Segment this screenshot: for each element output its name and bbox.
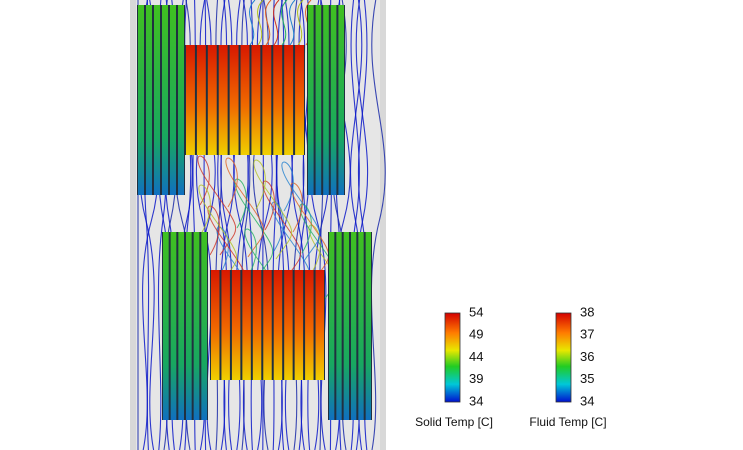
streamline: [197, 155, 237, 256]
fin: [240, 45, 250, 155]
fin: [308, 5, 314, 195]
fin: [242, 270, 251, 380]
streamline: [249, 0, 256, 46]
fin: [196, 45, 206, 155]
streamline: [281, 161, 321, 262]
colorbar: [555, 312, 572, 403]
fin: [330, 5, 337, 195]
legend-tick: 37: [580, 327, 594, 342]
fin: [323, 5, 329, 195]
legend-fluid: 38 37 36 35 34 Fluid Temp [C]: [529, 304, 606, 429]
legend-solid: 54 49 44 39 34 Solid Temp [C]: [415, 304, 493, 429]
legend-tick: 54: [469, 304, 483, 319]
fin: [221, 270, 230, 380]
fin-base: [328, 232, 372, 420]
fin: [284, 270, 293, 380]
streamline: [289, 0, 296, 46]
streamline: [234, 178, 274, 279]
fin: [252, 270, 262, 380]
fin: [154, 5, 160, 195]
fin: [201, 232, 207, 420]
streamline: [198, 184, 238, 285]
fin: [315, 270, 324, 380]
streamline: [370, 0, 386, 450]
fin: [170, 232, 177, 420]
fin: [329, 232, 335, 420]
streamline: [290, 182, 330, 283]
fin: [273, 45, 283, 155]
fin: [186, 45, 195, 155]
fin: [138, 5, 144, 195]
heat-sinks: [137, 5, 372, 420]
streamline: [265, 0, 272, 46]
legend-tick: 36: [580, 349, 594, 364]
fin: [294, 270, 304, 380]
fin: [315, 5, 322, 195]
fin: [229, 45, 239, 155]
legend-title: Fluid Temp [C]: [529, 415, 606, 429]
fin: [193, 232, 200, 420]
fin: [284, 45, 294, 155]
fin: [211, 270, 220, 380]
legend-tick: 34: [469, 393, 483, 408]
legend-tick: 38: [580, 304, 594, 319]
fin: [251, 45, 261, 155]
fin: [365, 232, 371, 420]
fin-base: [162, 232, 208, 420]
legend-tick: 35: [580, 371, 594, 386]
fin: [273, 270, 283, 380]
fin: [162, 5, 168, 195]
fin: [336, 232, 342, 420]
fin: [231, 270, 241, 380]
streamline: [273, 0, 280, 46]
streamline: [253, 159, 293, 260]
fin: [343, 232, 349, 420]
fin: [218, 45, 228, 155]
fin-base: [137, 5, 185, 195]
fin: [178, 5, 184, 195]
fin: [178, 232, 184, 420]
fin: [163, 232, 169, 420]
streamline: [262, 180, 302, 281]
colorbar: [444, 312, 461, 403]
legend-title: Solid Temp [C]: [415, 415, 493, 429]
fin: [262, 45, 272, 155]
fin: [358, 232, 364, 420]
fin: [305, 270, 314, 380]
streamline: [281, 0, 288, 46]
fin: [146, 5, 152, 195]
fin: [207, 45, 217, 155]
fin: [351, 232, 357, 420]
streamline: [257, 0, 264, 46]
fin: [338, 5, 344, 195]
legend-tick: 44: [469, 349, 483, 364]
streamline: [225, 157, 265, 258]
fin: [170, 5, 176, 195]
fin: [263, 270, 272, 380]
legend-tick: 39: [469, 371, 483, 386]
streamline: [297, 0, 304, 46]
fin: [186, 232, 192, 420]
legend-tick: 49: [469, 327, 483, 342]
legend-tick: 34: [580, 393, 594, 408]
fin: [295, 45, 304, 155]
